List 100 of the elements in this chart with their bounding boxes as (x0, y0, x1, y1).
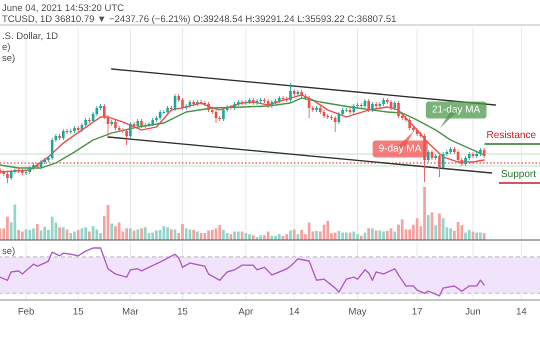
candlestick (230, 104, 232, 110)
bar (58, 227, 61, 240)
x-tick-label: Apr (238, 306, 254, 318)
series-label: 21-day MA (432, 104, 481, 116)
candlestick (24, 170, 28, 176)
bar (24, 229, 28, 240)
text: .S. Dollar, 1D (2, 31, 58, 42)
candlestick (214, 110, 218, 124)
candlestick (338, 112, 340, 124)
candlestick (408, 118, 411, 130)
candlestick (430, 150, 434, 160)
candlestick (200, 100, 202, 106)
bar (50, 216, 54, 240)
bar (430, 212, 434, 240)
bar (92, 226, 94, 240)
bar (364, 232, 366, 240)
bar (214, 228, 218, 240)
bar (479, 232, 482, 240)
bar (162, 226, 166, 240)
bar (356, 234, 359, 240)
candlestick (367, 98, 370, 112)
candlestick (92, 112, 94, 124)
bar (174, 229, 176, 240)
x-tick-label: 15 (72, 306, 84, 318)
bar (423, 187, 426, 240)
candlestick (88, 118, 91, 124)
bar (66, 229, 68, 240)
bar (274, 236, 277, 240)
bar (14, 204, 16, 240)
candlestick (240, 100, 244, 106)
candlestick (390, 100, 392, 110)
x-tick-label: 17 (412, 306, 422, 318)
candlestick (10, 170, 12, 180)
bar (155, 230, 158, 240)
candlestick (96, 106, 98, 116)
text: June 04, 2021 14:53:20 UTC (2, 3, 124, 14)
bar (132, 230, 136, 240)
bar (222, 230, 225, 240)
candlestick (148, 122, 150, 128)
candlestick (207, 102, 210, 112)
candlestick (162, 110, 166, 114)
bar (188, 229, 192, 240)
bar (390, 228, 392, 240)
x-tick-label: Feb (18, 306, 34, 318)
candlestick (456, 150, 460, 162)
bar (36, 224, 39, 240)
bar (400, 219, 404, 240)
x-tick-label: 14 (516, 306, 527, 318)
candlestick (289, 82, 292, 102)
candlestick (62, 128, 65, 140)
bar (40, 230, 42, 240)
bar (218, 225, 222, 240)
x-tick-label: 14 (288, 306, 300, 318)
bar (240, 232, 244, 240)
x-tick-label: 15 (177, 306, 188, 318)
candlestick (66, 128, 68, 134)
candlestick (464, 156, 467, 166)
candlestick (125, 128, 128, 146)
bar (371, 228, 374, 240)
bar (99, 233, 102, 240)
candlestick (129, 122, 132, 138)
candlestick (50, 138, 54, 160)
bar (118, 222, 121, 240)
annotation: Support (500, 169, 536, 180)
bar (106, 205, 110, 240)
bar (326, 220, 330, 240)
candlestick (102, 104, 106, 120)
candlestick (158, 110, 162, 120)
candlestick (442, 152, 444, 170)
bar (308, 222, 310, 240)
text: se) (2, 53, 16, 64)
candlestick (122, 128, 124, 134)
x-tick-label: May (348, 306, 367, 318)
candlestick (222, 108, 225, 122)
bar (32, 228, 35, 240)
series-label: 9-day MA (378, 144, 422, 154)
candlestick (356, 102, 359, 108)
bar (181, 224, 184, 240)
bar (464, 232, 467, 240)
bar (382, 232, 385, 240)
bar (426, 215, 430, 240)
candlestick (181, 98, 184, 110)
bar (348, 232, 352, 240)
bar (110, 224, 114, 240)
candlestick (330, 114, 333, 120)
bar (460, 225, 464, 240)
bar (6, 216, 9, 240)
bar (282, 236, 284, 240)
text: TCUSD, 1D 36810.79 ▼ −2437.76 (−6.21%) O:39248.54 H:39291.24 L:35593.22 C:36807.51 (2, 14, 396, 25)
bar (263, 235, 266, 240)
annotation: Resistance (486, 130, 536, 141)
bar (80, 228, 84, 240)
bar (73, 232, 76, 240)
candlestick (106, 114, 110, 138)
candlestick (371, 102, 374, 112)
bar (166, 227, 169, 240)
annotation: se) (2, 246, 16, 257)
bar (434, 225, 438, 240)
candlestick (114, 120, 117, 130)
text: e) (2, 42, 10, 53)
